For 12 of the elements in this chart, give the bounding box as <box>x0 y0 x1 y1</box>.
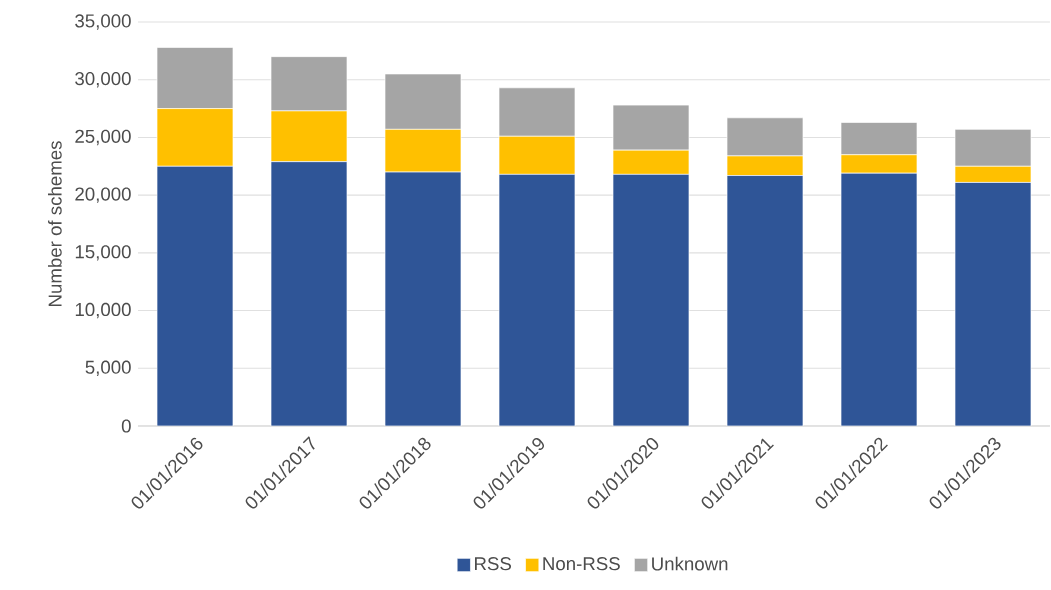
legend-label: Unknown <box>652 556 728 571</box>
y-tick-label: 10,000 <box>75 302 131 319</box>
y-tick-label: 0 <box>121 419 131 433</box>
y-tick-label: 25,000 <box>75 129 131 146</box>
y-tick-label: 35,000 <box>75 14 131 30</box>
y-tick-label: 30,000 <box>75 71 131 88</box>
legend-label: Non-RSS <box>543 557 620 571</box>
y-tick-label: 5,000 <box>85 360 131 376</box>
y-tick-label: 15,000 <box>75 245 131 261</box>
legend-label: RSS <box>475 557 512 571</box>
y-tick-label: 20,000 <box>75 187 131 203</box>
y-axis-title: Number of schemes <box>47 141 62 306</box>
